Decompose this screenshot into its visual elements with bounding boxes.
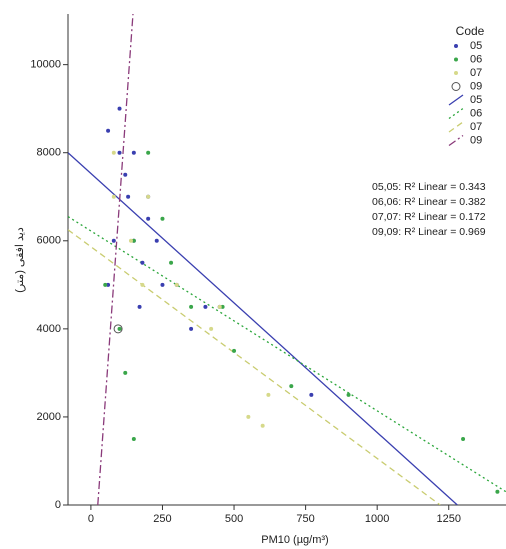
- point: [123, 371, 127, 375]
- annotation: 07,07: R² Linear = 0.172: [372, 211, 486, 223]
- point: [140, 261, 144, 265]
- point: [309, 393, 313, 397]
- point: [160, 217, 164, 221]
- point: [140, 283, 144, 287]
- point: [112, 151, 116, 155]
- legend-label: 07: [470, 121, 482, 133]
- point: [146, 217, 150, 221]
- point: [169, 261, 173, 265]
- point: [112, 239, 116, 243]
- legend-line: [449, 122, 463, 132]
- point: [123, 173, 127, 177]
- point: [261, 424, 265, 428]
- point: [103, 283, 107, 287]
- annotation: 05,05: R² Linear = 0.343: [372, 181, 486, 193]
- point: [138, 305, 142, 309]
- point: [289, 384, 293, 388]
- y-tick-label: 0: [55, 499, 61, 511]
- point: [347, 393, 351, 397]
- x-tick-label: 500: [225, 513, 243, 525]
- point: [203, 305, 207, 309]
- point: [146, 195, 150, 199]
- legend-title: Code: [456, 24, 485, 38]
- legend-marker: [454, 58, 458, 62]
- chart: PM10 (µg/m³) دید افقی (متر) Code 0 2000 40…: [0, 0, 506, 549]
- legend-label: 07: [470, 67, 482, 79]
- point: [132, 437, 136, 441]
- x-tick-label: 1000: [365, 513, 389, 525]
- point: [189, 327, 193, 331]
- point: [461, 437, 465, 441]
- point: [118, 327, 122, 331]
- point: [209, 327, 213, 331]
- point: [189, 305, 193, 309]
- point: [266, 393, 270, 397]
- legend-marker: [454, 44, 458, 48]
- x-axis-label: PM10 (µg/m³): [261, 534, 328, 546]
- legend-label: 06: [470, 53, 482, 65]
- y-tick-label: 8000: [37, 147, 61, 159]
- point: [160, 283, 164, 287]
- legend-label: 06: [470, 107, 482, 119]
- point: [495, 490, 499, 494]
- point: [129, 239, 133, 243]
- point: [232, 349, 236, 353]
- legend-line: [449, 136, 463, 146]
- point: [118, 107, 122, 111]
- fit-line: [68, 217, 506, 492]
- point: [126, 195, 130, 199]
- point: [175, 283, 179, 287]
- x-tick-label: 0: [88, 513, 94, 525]
- fit-line: [68, 230, 440, 505]
- legend-label: 05: [470, 40, 482, 52]
- y-tick-label: 6000: [37, 235, 61, 247]
- legend-marker: [452, 83, 460, 91]
- fit-line: [98, 14, 133, 505]
- x-tick-label: 1250: [437, 513, 461, 525]
- y-tick-label: 10000: [30, 59, 61, 71]
- legend-label: 09: [470, 80, 482, 92]
- point: [132, 151, 136, 155]
- x-tick-label: 250: [153, 513, 171, 525]
- point: [218, 305, 222, 309]
- y-tick-label: 4000: [37, 323, 61, 335]
- x-tick-label: 750: [296, 513, 314, 525]
- legend-line: [449, 109, 463, 119]
- legend-marker: [454, 71, 458, 75]
- point: [106, 129, 110, 133]
- annotation: 09,09: R² Linear = 0.969: [372, 226, 486, 238]
- legend-label: 05: [470, 94, 482, 106]
- y-tick-label: 2000: [37, 411, 61, 423]
- y-axis-label: دید افقی (متر): [14, 227, 26, 293]
- point: [246, 415, 250, 419]
- point: [112, 195, 116, 199]
- legend-line: [449, 95, 463, 105]
- point: [118, 151, 122, 155]
- point: [146, 151, 150, 155]
- annotation: 06,06: R² Linear = 0.382: [372, 196, 486, 208]
- point: [155, 239, 159, 243]
- legend-label: 09: [470, 134, 482, 146]
